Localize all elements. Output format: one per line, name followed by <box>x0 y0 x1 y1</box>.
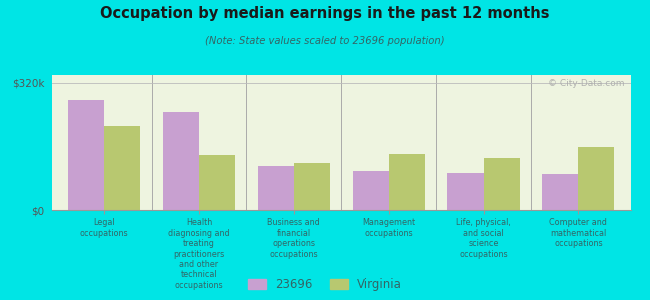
Text: (Note: State values scaled to 23696 population): (Note: State values scaled to 23696 popu… <box>205 36 445 46</box>
Bar <box>294 163 330 210</box>
Bar <box>163 112 199 210</box>
Bar <box>104 126 140 210</box>
Bar <box>199 155 235 210</box>
Legend: 23696, Virginia: 23696, Virginia <box>248 278 402 291</box>
Text: Occupation by median earnings in the past 12 months: Occupation by median earnings in the pas… <box>100 6 550 21</box>
Bar <box>258 166 294 210</box>
Text: © City-Data.com: © City-Data.com <box>548 79 625 88</box>
Bar <box>542 174 578 210</box>
Bar <box>578 147 614 210</box>
Bar <box>389 154 424 210</box>
Bar <box>68 100 104 210</box>
Bar <box>447 173 484 210</box>
Bar <box>484 158 519 210</box>
Bar <box>353 171 389 210</box>
